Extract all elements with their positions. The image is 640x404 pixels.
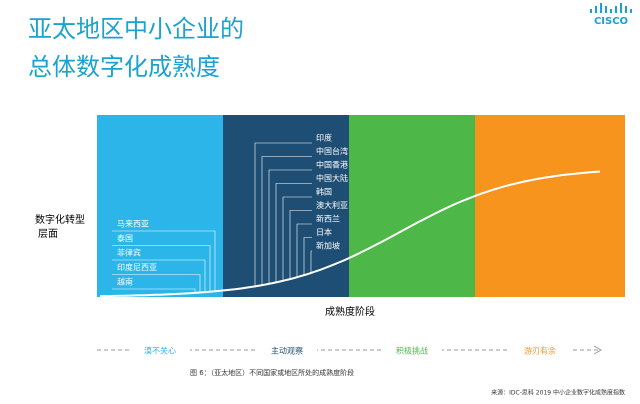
country-label: 澳大利亚 (316, 200, 348, 210)
leader-line (112, 274, 201, 293)
leader-line (289, 210, 312, 280)
caption: 图 6：（亚太地区）不同国家或地区所处的成熟度阶段 (190, 368, 354, 377)
leader-line (112, 245, 211, 292)
leader-line (310, 250, 312, 273)
stage-label-bg (130, 343, 190, 357)
y-label: 层面 (38, 228, 58, 240)
y-label: 数字化转型 (35, 213, 85, 226)
country-label: 越南 (117, 277, 133, 287)
stage-label-bg (510, 343, 570, 357)
leader-line (282, 196, 312, 281)
country-label: 印度 (316, 133, 332, 143)
cisco-logo (590, 3, 632, 13)
leader-line (112, 288, 196, 293)
country-label: 泰国 (117, 233, 133, 243)
leader-line (268, 169, 312, 284)
leader-line (296, 223, 312, 278)
leader-line (303, 237, 312, 276)
country-label: 日本 (316, 227, 332, 237)
source: 来源：IDC-思科 2019 中小企业数字化成熟度指数 (491, 389, 625, 397)
stage-label: 主动观察 (271, 346, 303, 356)
country-label: 中国台湾 (316, 146, 348, 156)
stage-band (97, 115, 223, 297)
country-label: 新加坡 (316, 241, 340, 251)
country-label: 韩国 (316, 187, 332, 197)
title-line: 总体数字化成熟度 (28, 53, 220, 81)
x-label: 成熟度阶段 (325, 305, 375, 318)
country-label: 马来西亚 (117, 220, 149, 229)
stage-label-bg (257, 343, 317, 357)
s-curve (100, 170, 601, 298)
title-line: 亚太地区中小企业的 (28, 15, 244, 43)
leader-line (112, 259, 206, 293)
stage-band (349, 115, 475, 297)
logo-text: CISCO (594, 16, 628, 27)
leader-line (254, 142, 312, 287)
stage-band (475, 115, 625, 297)
country-label: 新西兰 (316, 214, 340, 224)
leader-line (275, 183, 312, 283)
stage-label: 积极挑战 (396, 346, 428, 356)
stage-arrow (593, 345, 603, 355)
stage-label-bg (382, 343, 442, 357)
country-label: 印度尼西亚 (117, 262, 157, 272)
stage-label: 游刃有余 (524, 346, 556, 356)
country-label: 中国香港 (316, 160, 348, 170)
leader-line (112, 230, 216, 292)
country-label: 菲律宾 (117, 248, 141, 258)
country-label: 中国大陆 (316, 173, 348, 183)
stage-label: 漠不关心 (144, 346, 176, 356)
leader-line (261, 156, 312, 286)
